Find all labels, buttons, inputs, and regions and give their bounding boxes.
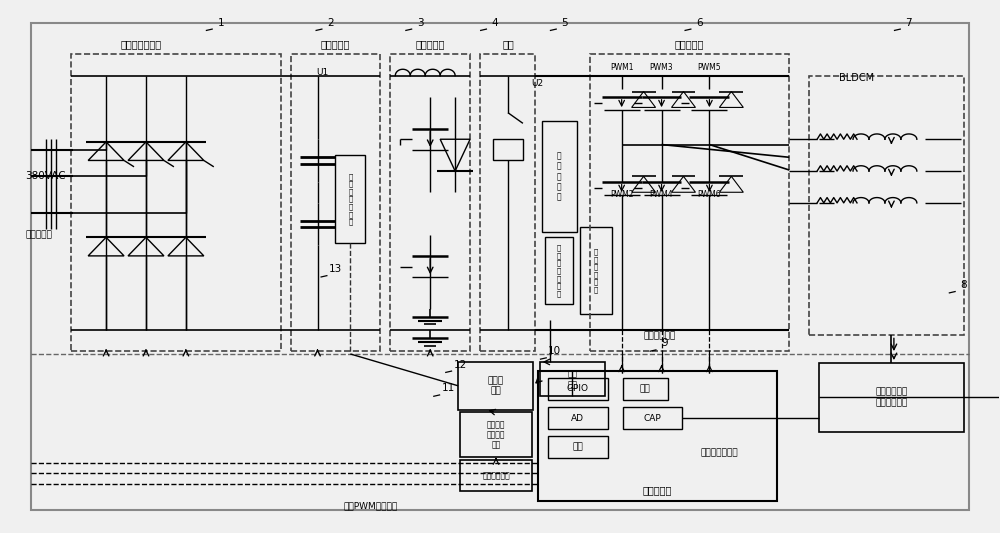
Text: PWM1: PWM1 <box>610 63 633 72</box>
Text: 9: 9 <box>661 338 668 349</box>
Text: 第
一
电
压
传
感
器: 第 一 电 压 传 感 器 <box>348 173 353 225</box>
Bar <box>291 54 380 351</box>
Text: PWM2: PWM2 <box>610 190 633 199</box>
Bar <box>460 459 532 491</box>
Text: 电
流
传
感
器: 电 流 传 感 器 <box>557 151 561 201</box>
Bar <box>548 436 608 458</box>
Bar <box>480 54 535 351</box>
Bar <box>390 54 470 351</box>
Text: 四路增益
选择反馈
信号: 四路增益 选择反馈 信号 <box>487 420 505 450</box>
Text: 三相逆变桥: 三相逆变桥 <box>675 39 704 49</box>
Text: 3: 3 <box>417 18 424 28</box>
Text: 输出: 输出 <box>572 443 583 452</box>
Text: CAP: CAP <box>644 414 661 423</box>
Bar <box>623 378 668 400</box>
Text: 五路PWM调制信号: 五路PWM调制信号 <box>343 502 397 511</box>
Bar <box>540 362 605 397</box>
Text: U2: U2 <box>531 79 543 88</box>
Bar <box>460 413 532 457</box>
Bar <box>590 54 789 351</box>
Text: 线反电动势过
零点信号检测: 线反电动势过 零点信号检测 <box>875 388 908 407</box>
Text: 电解电容组: 电解电容组 <box>321 39 350 49</box>
Text: 12: 12 <box>453 360 467 369</box>
Text: AD: AD <box>571 414 584 423</box>
Bar <box>623 407 682 429</box>
Text: 刹车: 刹车 <box>502 39 514 49</box>
Text: 1: 1 <box>217 18 224 28</box>
Text: 三相动力电: 三相动力电 <box>25 230 52 239</box>
Text: 6: 6 <box>696 18 703 28</box>
Text: 380VAC: 380VAC <box>25 172 66 181</box>
Text: PWM3: PWM3 <box>650 63 673 72</box>
Text: 5: 5 <box>562 18 568 28</box>
Bar <box>809 76 964 335</box>
Text: 三路过零点信号: 三路过零点信号 <box>701 449 738 458</box>
Text: 六路换相信号: 六路换相信号 <box>643 331 676 340</box>
Bar <box>580 227 612 314</box>
Bar <box>71 54 281 351</box>
Text: GPIO: GPIO <box>567 384 589 393</box>
Text: 2: 2 <box>327 18 334 28</box>
Text: 可控三相整流桥: 可控三相整流桥 <box>120 39 162 49</box>
Text: 滤波
电路: 滤波 电路 <box>567 369 577 389</box>
Text: 11: 11 <box>442 383 455 393</box>
Text: 输出: 输出 <box>639 384 650 393</box>
Text: 程控放
大器: 程控放 大器 <box>487 376 504 395</box>
Text: 数字控制器: 数字控制器 <box>643 485 672 495</box>
Text: 10: 10 <box>548 346 561 357</box>
Text: 两路反馈信号: 两路反馈信号 <box>482 471 510 480</box>
Bar <box>545 237 573 304</box>
Text: BLDCM: BLDCM <box>839 73 874 83</box>
Text: 第
二
电
压
传
感
器: 第 二 电 压 传 感 器 <box>557 245 561 297</box>
Bar <box>538 371 777 501</box>
Bar <box>335 155 365 243</box>
Bar <box>542 120 577 232</box>
Bar <box>458 362 533 410</box>
Bar <box>819 363 964 432</box>
Bar <box>493 139 523 160</box>
Text: 7: 7 <box>906 18 912 28</box>
Text: PWM6: PWM6 <box>698 190 721 199</box>
Text: PWM5: PWM5 <box>698 63 721 72</box>
Bar <box>548 378 608 400</box>
Text: 直流斩波器: 直流斩波器 <box>416 39 445 49</box>
Text: 13: 13 <box>329 264 342 274</box>
Text: 母
线
电
流
检
测: 母 线 电 流 检 测 <box>594 248 598 293</box>
Bar <box>548 407 608 429</box>
Text: U1: U1 <box>316 68 329 77</box>
Text: PWM4: PWM4 <box>650 190 673 199</box>
Text: 4: 4 <box>492 18 498 28</box>
Text: 8: 8 <box>960 280 967 290</box>
